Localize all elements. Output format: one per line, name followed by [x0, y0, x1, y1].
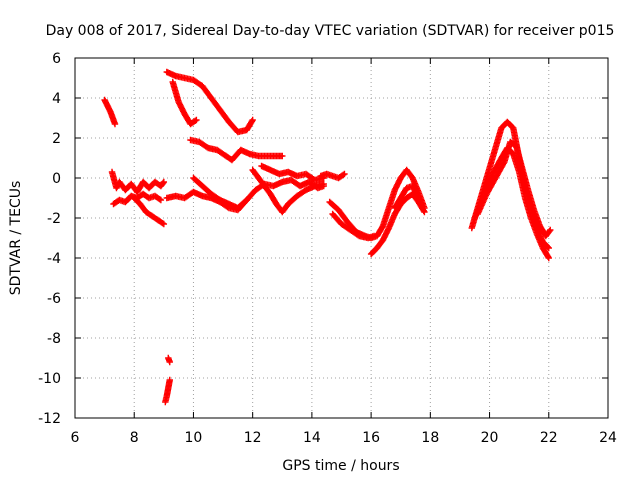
data-point	[192, 117, 199, 124]
y-tick-label: 2	[52, 131, 61, 147]
series-track-i	[190, 174, 250, 212]
series-track-q	[367, 190, 428, 258]
data-point	[160, 220, 168, 228]
data-point	[421, 208, 428, 216]
data-point	[193, 116, 200, 124]
data-point	[420, 207, 427, 214]
y-axis-label: SDTVAR / TECUs	[8, 181, 24, 296]
data-point	[415, 194, 422, 202]
x-tick-label: 8	[130, 430, 139, 446]
series-track-k	[258, 162, 327, 184]
series-track-u	[474, 138, 554, 240]
x-tick-label: 6	[71, 430, 80, 446]
data-point	[159, 220, 166, 227]
series-track-a	[101, 96, 119, 128]
x-tick-label: 14	[303, 430, 321, 446]
data-point	[341, 170, 348, 178]
plot-frame	[74, 57, 609, 419]
series-track-n	[317, 170, 348, 182]
y-tick-label: -8	[47, 331, 61, 347]
series-track-c	[110, 190, 165, 208]
data-marks	[101, 68, 554, 406]
x-tick-label: 24	[599, 430, 617, 446]
data-point	[279, 152, 286, 160]
data-point	[545, 254, 552, 262]
series-track-m	[162, 376, 173, 406]
y-tick-label: -4	[47, 251, 61, 267]
x-tick-label: 10	[185, 430, 203, 446]
series-track-g	[187, 136, 286, 164]
series-track-j	[249, 166, 327, 216]
y-tick-label: -6	[47, 291, 61, 307]
data-point	[340, 171, 347, 178]
data-point	[242, 197, 249, 205]
y-tick-label: -12	[38, 411, 61, 427]
data-point	[546, 228, 553, 235]
series-track-r	[391, 182, 422, 212]
x-axis-label: GPS time / hours	[282, 458, 399, 474]
data-point	[320, 180, 327, 188]
x-tick-label: 16	[362, 430, 380, 446]
data-point	[547, 226, 554, 234]
series-track-s	[468, 118, 552, 252]
series-track-l	[165, 354, 173, 366]
x-tick-label: 18	[421, 430, 439, 446]
y-tick-label: 0	[52, 171, 61, 187]
data-point	[243, 196, 250, 204]
series-track-p	[329, 210, 378, 242]
y-tick-label: -10	[38, 371, 61, 387]
series-track-e	[163, 68, 256, 136]
chart-title: Day 008 of 2017, Sidereal Day-to-day VTE…	[46, 23, 615, 39]
data-point	[248, 118, 256, 125]
data-point	[249, 116, 256, 124]
data-point	[370, 232, 378, 240]
data-point	[166, 358, 173, 366]
data-point	[159, 179, 167, 187]
x-tick-label: 22	[540, 430, 558, 446]
series-track-f	[169, 78, 200, 128]
data-point	[544, 253, 552, 260]
data-point	[111, 120, 119, 128]
grid-lines	[75, 58, 608, 418]
y-tick-label: 6	[52, 51, 61, 67]
x-tick-label: 12	[244, 430, 262, 446]
series-track-b	[108, 168, 168, 196]
y-tick-label: 4	[52, 91, 61, 107]
data-point	[157, 196, 165, 204]
data-point	[545, 244, 552, 252]
series-track-d	[131, 194, 168, 228]
data-point	[156, 196, 163, 203]
data-point	[544, 243, 551, 251]
data-point	[160, 178, 168, 186]
y-tick-label: -2	[47, 211, 61, 227]
x-tick-label: 20	[481, 430, 499, 446]
data-point	[166, 376, 173, 384]
